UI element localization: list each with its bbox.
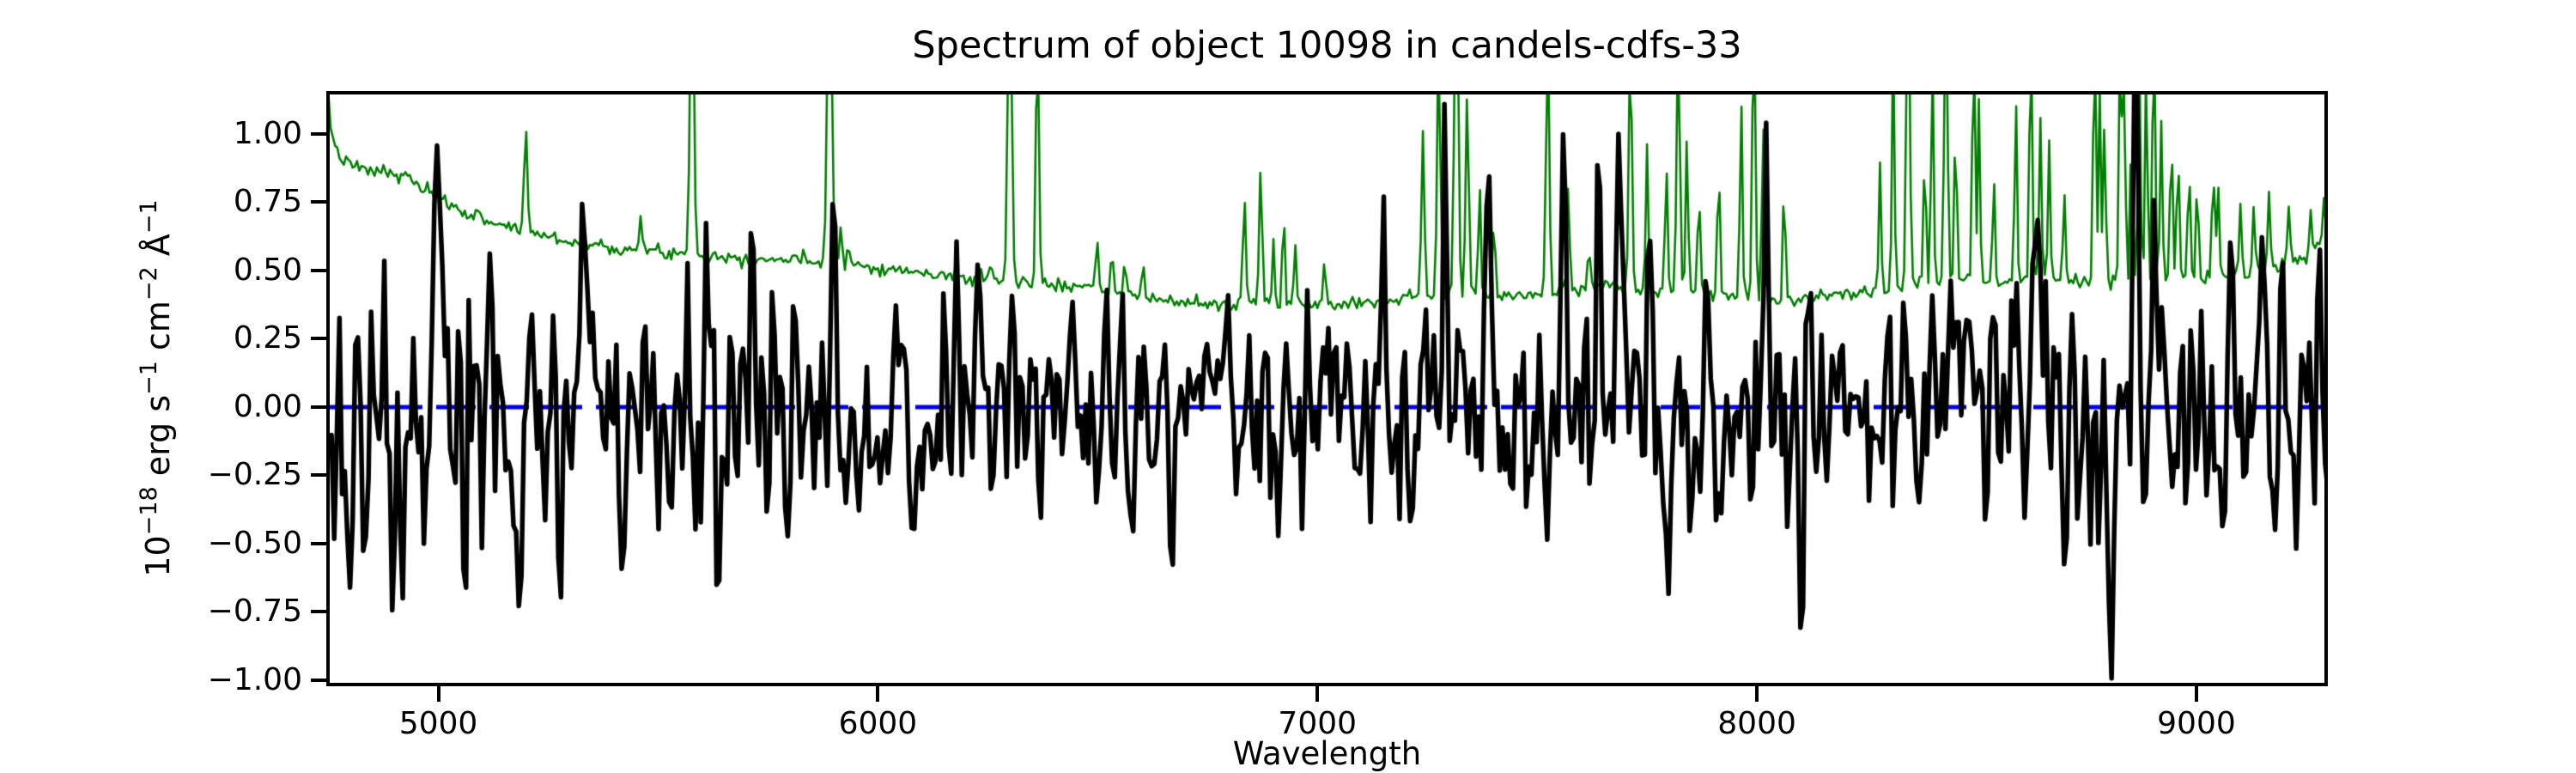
y-tick-label: 0.75 — [233, 184, 302, 220]
y-tick-label: 1.00 — [233, 115, 302, 151]
y-tick-label: 0.00 — [233, 388, 302, 424]
x-tick-mark — [1755, 686, 1759, 702]
y-tick-label: −0.25 — [207, 457, 302, 493]
y-axis-label-superscript: −2 — [136, 266, 162, 301]
plot-area — [326, 91, 2328, 686]
x-tick-label: 9000 — [2157, 706, 2236, 741]
y-axis-label-text: 10 — [139, 535, 177, 577]
x-axis-label: Wavelength — [1232, 735, 1422, 772]
x-tick-label: 8000 — [1717, 706, 1796, 741]
y-axis-label-superscript: −18 — [136, 486, 162, 536]
x-tick-mark — [1315, 686, 1320, 702]
x-tick-mark — [2194, 686, 2198, 702]
y-tick-mark — [311, 610, 326, 614]
x-tick-label: 7000 — [1278, 706, 1358, 741]
x-tick-mark — [436, 686, 440, 702]
y-tick-mark — [311, 131, 326, 136]
y-tick-label: −1.00 — [207, 662, 302, 697]
plot-title: Spectrum of object 10098 in candels-cdfs… — [912, 24, 1742, 67]
y-tick-label: −0.50 — [207, 525, 302, 561]
y-tick-mark — [311, 337, 326, 341]
y-axis-label-text: erg s — [139, 394, 177, 487]
x-tick-label: 6000 — [838, 706, 918, 741]
spectrum-canvas — [330, 94, 2324, 683]
y-axis-label-superscript: −1 — [136, 199, 162, 234]
y-tick-mark — [311, 541, 326, 545]
x-tick-label: 5000 — [398, 706, 478, 741]
x-tick-mark — [876, 686, 880, 702]
y-tick-label: −0.75 — [207, 593, 302, 630]
y-tick-mark — [311, 268, 326, 272]
y-axis-label-text: Å — [139, 234, 177, 267]
y-axis-label-superscript: −1 — [136, 361, 162, 395]
y-tick-label: 0.50 — [233, 252, 302, 288]
y-tick-label: 0.25 — [233, 320, 302, 356]
y-tick-mark — [311, 200, 326, 204]
y-axis-label: 10−18 erg s−1 cm−2 Å−1 — [136, 88, 180, 689]
y-axis-label-text: cm — [139, 301, 177, 362]
y-tick-mark — [311, 473, 326, 478]
y-tick-mark — [311, 405, 326, 409]
y-tick-mark — [311, 679, 326, 682]
